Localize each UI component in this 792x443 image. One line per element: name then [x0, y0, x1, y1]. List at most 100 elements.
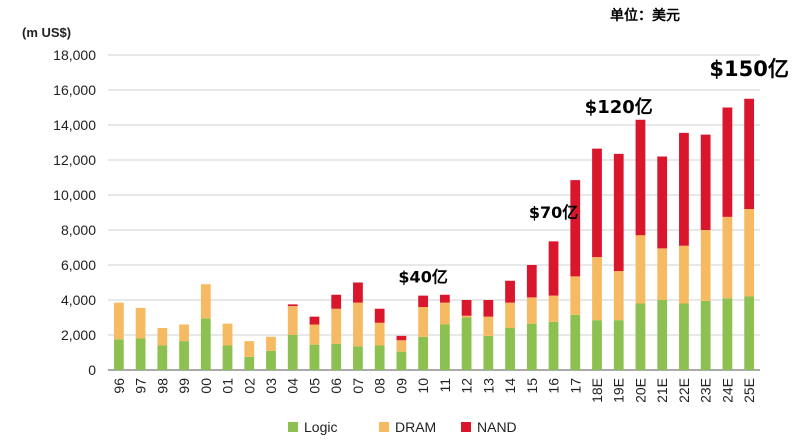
- bar-dram-13: [483, 316, 494, 336]
- bar-dram-14: [505, 302, 515, 328]
- gridlines: [108, 54, 760, 371]
- bar-nand-12: [461, 300, 472, 316]
- x-tick-label: 17: [567, 378, 583, 394]
- bar-nand-11: [439, 294, 450, 303]
- bar-nand-09: [396, 335, 407, 341]
- bar-dram-03: [266, 336, 276, 351]
- x-tick-label: 19E: [611, 378, 627, 403]
- x-tick-label: 25E: [741, 378, 757, 403]
- bar-logic-16: [548, 321, 559, 370]
- bar-nand-22E: [679, 132, 689, 246]
- bar-dram-12: [461, 315, 472, 318]
- bar-dram-01: [222, 323, 233, 346]
- x-tick-label: 11: [437, 378, 453, 393]
- unit-label: (m US$): [22, 25, 71, 40]
- x-tick-label: 97: [133, 378, 149, 394]
- bar-dram-23E: [700, 230, 711, 301]
- bar-nand-13: [483, 300, 494, 317]
- x-tick-label: 07: [350, 378, 366, 394]
- bar-nand-16: [548, 241, 559, 296]
- bar-nand-17: [570, 180, 581, 277]
- x-axis: 96 97 98 99 00 01 02 03 04 05 06 07 08 09 10 11 12 13 14 15…: [111, 378, 757, 403]
- legend-swatch: [379, 422, 389, 432]
- x-tick-label: 96: [111, 378, 127, 394]
- bar-logic-02: [244, 356, 255, 370]
- bar-logic-15: [526, 323, 537, 370]
- bar-logic-00: [200, 318, 211, 370]
- x-tick-label: 99: [176, 378, 192, 394]
- bar-dram-25E: [744, 209, 755, 297]
- x-tick-label: 14: [502, 378, 518, 394]
- bar-logic-10: [418, 336, 429, 370]
- bar-dram-02: [244, 341, 255, 357]
- bar-logic-96: [113, 339, 124, 370]
- bar-logic-06: [331, 343, 342, 370]
- bar-nand-23E: [700, 134, 711, 230]
- bar-dram-15: [526, 297, 537, 324]
- x-tick-label: 06: [328, 378, 344, 394]
- bar-logic-22E: [679, 303, 689, 370]
- bar-dram-20E: [635, 235, 646, 304]
- annotation: $70亿: [529, 203, 578, 222]
- bar-nand-24E: [722, 107, 733, 217]
- bar-dram-04: [287, 306, 298, 335]
- bar-dram-16: [548, 295, 559, 322]
- x-tick-label: 01: [220, 378, 236, 394]
- bar-logic-20E: [635, 303, 646, 370]
- bar-logic-05: [309, 344, 320, 370]
- y-tick-label: 6,000: [61, 257, 96, 273]
- bar-nand-18E: [592, 148, 602, 258]
- legend-label: NAND: [477, 419, 517, 435]
- bar-dram-11: [439, 302, 450, 325]
- x-tick-label: 98: [154, 378, 170, 394]
- bar-dram-08: [374, 322, 385, 346]
- bar-dram-18E: [592, 257, 602, 321]
- y-tick-label: 14,000: [53, 117, 96, 133]
- bar-logic-99: [179, 341, 189, 370]
- annotations: $40亿 $70亿 $120亿 $150亿: [398, 57, 788, 287]
- bar-logic-07: [353, 346, 363, 370]
- x-tick-label: 03: [263, 378, 279, 394]
- y-tick-label: 16,000: [53, 82, 96, 98]
- legend-swatch: [461, 422, 471, 432]
- bar-nand-05: [309, 316, 320, 325]
- x-tick-label: 05: [306, 378, 322, 394]
- x-tick-label: 10: [415, 378, 431, 394]
- legend-label: DRAM: [395, 419, 436, 435]
- legend-swatch: [288, 422, 298, 432]
- bar-nand-14: [505, 280, 515, 303]
- bar-logic-98: [157, 345, 168, 370]
- bar-dram-19E: [613, 271, 624, 321]
- bar-logic-01: [222, 345, 233, 370]
- bar-nand-25E: [744, 98, 755, 209]
- legend-label: Logic: [304, 419, 337, 435]
- bar-nand-21E: [657, 156, 668, 249]
- x-tick-label: 08: [372, 378, 388, 394]
- bar-logic-21E: [657, 300, 668, 370]
- x-tick-label: 24E: [719, 378, 735, 403]
- y-tick-label: 18,000: [53, 47, 96, 63]
- x-tick-label: 00: [198, 378, 214, 394]
- x-tick-label: 13: [480, 378, 496, 394]
- bar-logic-12: [461, 317, 472, 370]
- annotation: $40亿: [398, 268, 447, 287]
- x-tick-label: 21E: [654, 378, 670, 403]
- bar-dram-07: [353, 302, 363, 347]
- y-tick-label: 4,000: [61, 292, 96, 308]
- bar-logic-09: [396, 351, 407, 370]
- bar-logic-97: [135, 338, 146, 370]
- y-tick-label: 2,000: [61, 327, 96, 343]
- bar-nand-15: [526, 265, 537, 298]
- x-tick-label: 23E: [698, 378, 714, 403]
- bar-dram-22E: [679, 245, 689, 304]
- bar-dram-21E: [657, 248, 668, 300]
- bar-logic-14: [505, 328, 515, 370]
- bars: [113, 98, 755, 370]
- bar-logic-17: [570, 314, 581, 370]
- bar-logic-24E: [722, 298, 733, 370]
- y-tick-label: 8,000: [61, 222, 96, 238]
- bar-logic-25E: [744, 296, 755, 370]
- bar-dram-98: [157, 328, 168, 346]
- bar-logic-18E: [592, 320, 602, 370]
- bar-logic-23E: [700, 300, 711, 370]
